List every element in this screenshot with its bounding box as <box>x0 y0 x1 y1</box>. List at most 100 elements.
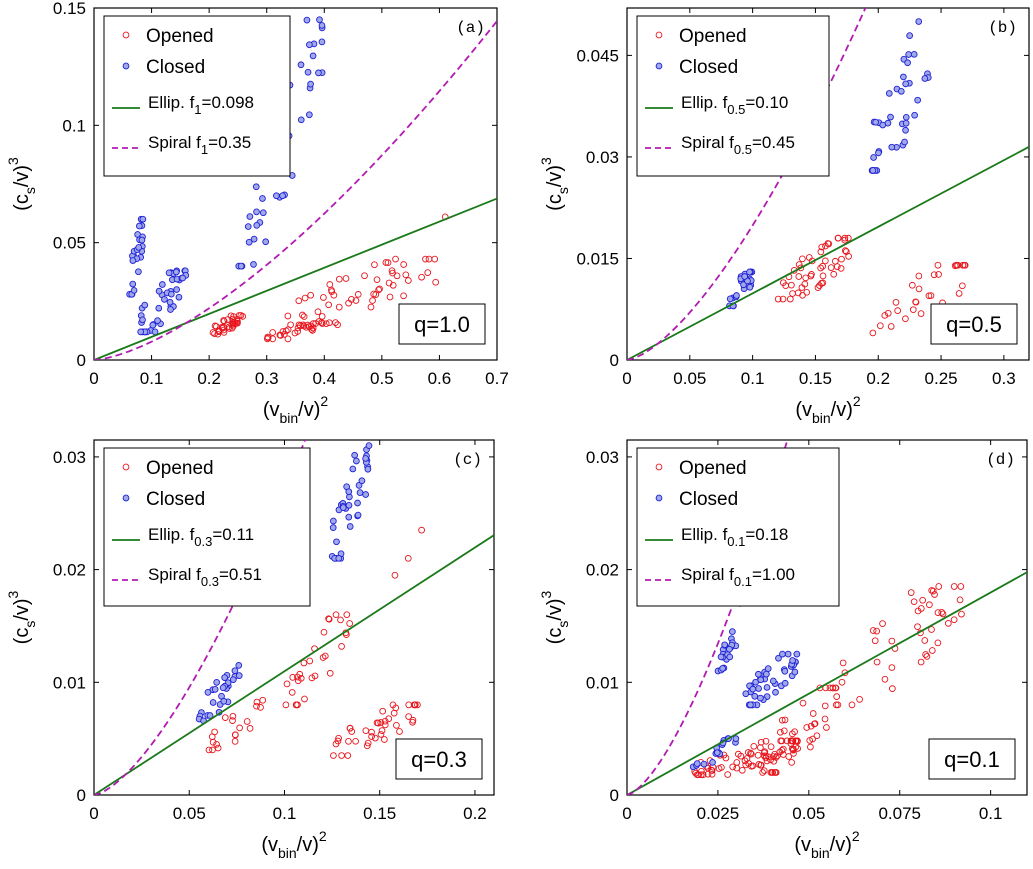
closed-point <box>717 653 725 661</box>
x-tick-label: 0.05 <box>173 804 206 823</box>
opened-point <box>788 759 795 766</box>
opened-point <box>377 731 385 738</box>
closed-point <box>135 268 142 276</box>
closed-point <box>245 238 253 246</box>
opened-point <box>799 291 806 299</box>
opened-point <box>220 317 227 324</box>
closed-point <box>167 306 174 313</box>
x-axis-label: (vbin/v)2 <box>794 828 860 861</box>
closed-point <box>129 280 137 288</box>
opened-point <box>809 735 816 743</box>
opened-point <box>308 674 316 682</box>
opened-point <box>888 637 896 645</box>
opened-point <box>382 259 390 266</box>
opened-point <box>722 754 730 762</box>
x-tick-label: 0.1 <box>741 369 765 388</box>
opened-point <box>762 737 770 745</box>
opened-point <box>925 292 933 300</box>
opened-point <box>342 275 350 282</box>
x-tick-label: 0.15 <box>363 804 396 823</box>
opened-point <box>786 295 794 303</box>
opened-point <box>346 620 354 627</box>
opened-point <box>381 721 389 729</box>
q-label-box <box>395 738 483 780</box>
opened-point <box>205 746 213 754</box>
panel-d: 0 0.025 0.05 0.075 0.1 0 0.01 0.02 0.03 (vbin/v)2… <box>538 439 1028 861</box>
opened-point <box>307 291 314 299</box>
closed-point <box>902 119 910 127</box>
closed-point <box>273 192 280 200</box>
q-label-box <box>398 303 486 345</box>
closed-point <box>901 138 908 146</box>
closed-point <box>700 760 708 768</box>
closed-point <box>872 118 879 126</box>
closed-point <box>179 274 187 282</box>
y-tick-label: 0.03 <box>53 448 86 467</box>
opened-point <box>795 273 803 280</box>
opened-point <box>293 701 300 709</box>
opened-point <box>318 313 326 320</box>
closed-point <box>746 283 754 291</box>
opened-point <box>229 712 237 720</box>
closed-point <box>741 273 749 280</box>
opened-point <box>832 684 840 692</box>
y-tick-label: 0 <box>610 351 619 370</box>
x-tick-label: 0.25 <box>925 369 958 388</box>
opened-point <box>881 675 889 683</box>
opened-point <box>772 753 780 761</box>
opened-point <box>927 292 935 299</box>
legend-box <box>103 447 311 607</box>
closed-point <box>732 735 740 743</box>
opened-point <box>917 658 925 666</box>
closed-point <box>154 317 161 324</box>
opened-point <box>838 255 845 263</box>
opened-point <box>935 583 943 590</box>
closed-point <box>755 670 762 678</box>
opened-point <box>284 335 292 343</box>
opened-point <box>915 272 923 280</box>
opened-point <box>768 769 776 776</box>
q-label: q=1.0 <box>414 312 470 337</box>
opened-point <box>791 728 798 736</box>
closed-point <box>209 699 217 706</box>
legend-opened-marker <box>122 31 130 39</box>
closed-point <box>742 690 750 698</box>
opened-point <box>294 324 302 332</box>
closed-point <box>746 268 753 276</box>
closed-point <box>870 154 877 161</box>
closed-point <box>316 16 323 24</box>
legend: Opened Closed Ellip. f0.5=0.10 Spiral f0.5=… <box>636 15 830 177</box>
opened-point <box>418 273 425 281</box>
closed-point <box>769 677 777 685</box>
legend-spiral-label: Spiral f0.3=0.51 <box>148 565 262 589</box>
x-tick-label: 0.3 <box>255 369 279 388</box>
opened-point <box>823 724 830 731</box>
y-tick-label: 0 <box>77 786 86 805</box>
closed-point <box>250 235 258 243</box>
opened-point <box>246 725 254 732</box>
opened-point <box>229 717 236 724</box>
x-tick-label: 0.3 <box>992 369 1016 388</box>
opened-point <box>819 272 827 280</box>
opened-point <box>220 317 228 325</box>
x-tick-label: 0.6 <box>428 369 452 388</box>
opened-point <box>233 316 241 323</box>
closed-point <box>763 684 771 691</box>
opened-point <box>236 724 243 732</box>
closed-point <box>165 269 173 277</box>
opened-point <box>232 731 239 739</box>
closed-point <box>304 68 312 76</box>
opened-point <box>814 284 822 291</box>
closed-point <box>306 41 313 49</box>
opened-point <box>789 730 796 738</box>
legend: Opened Closed Ellip. f1=0.098 Spiral f1=0.3… <box>103 15 291 177</box>
opened-point <box>263 335 271 343</box>
opened-point <box>757 744 764 751</box>
opened-point <box>780 727 788 735</box>
opened-point <box>926 601 933 609</box>
opened-point <box>767 743 775 751</box>
opened-point <box>291 329 299 337</box>
opened-point <box>239 312 247 320</box>
opened-point <box>301 294 309 302</box>
closed-point <box>339 504 347 511</box>
